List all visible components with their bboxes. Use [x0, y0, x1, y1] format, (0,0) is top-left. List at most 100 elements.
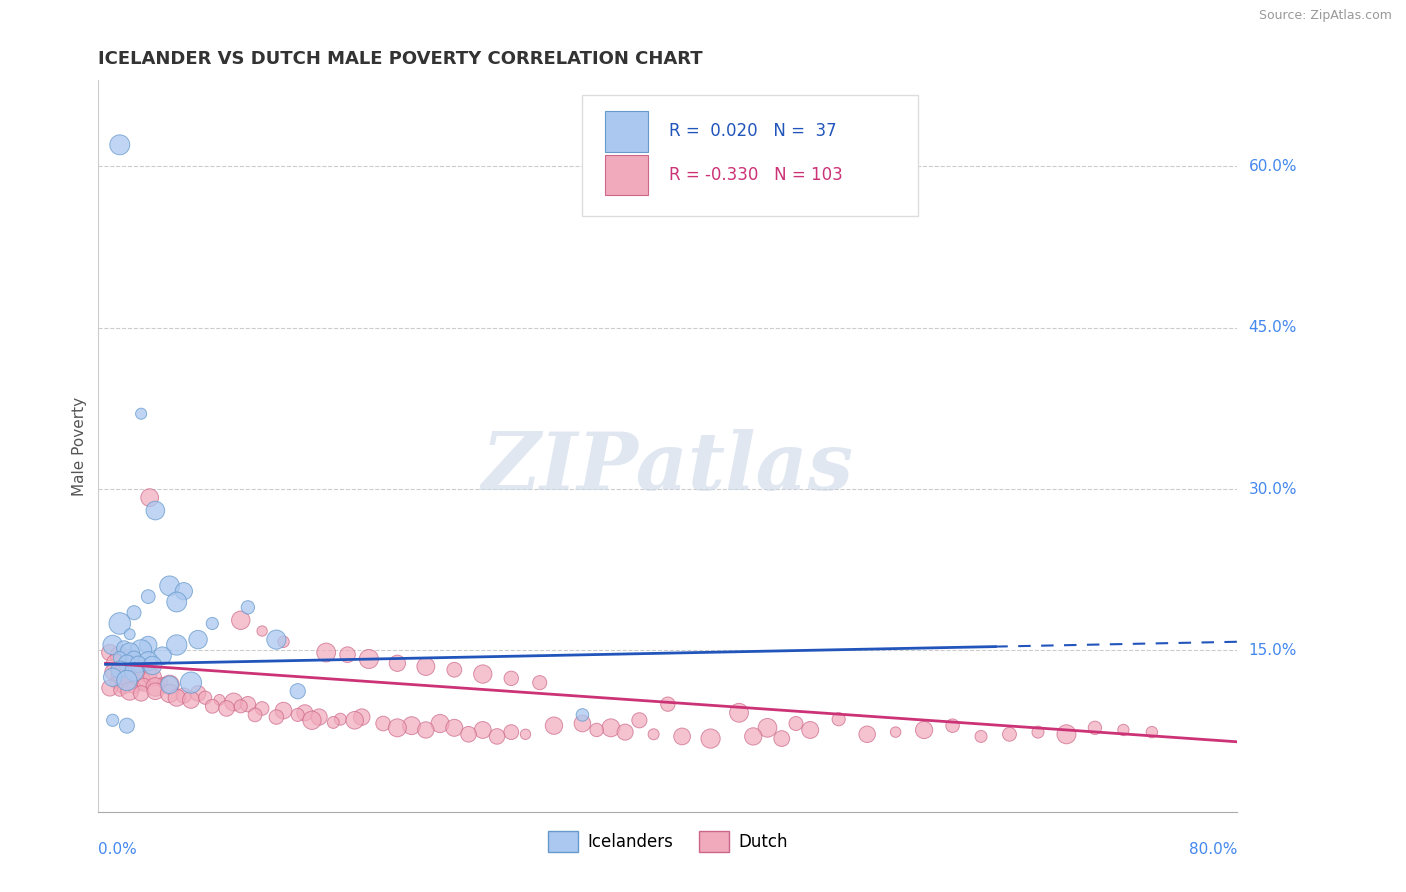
Point [187, 686, 209, 700]
Point [187, 632, 209, 647]
Point [250, 624, 273, 638]
Point [294, 706, 316, 720]
Legend: Icelanders, Dutch: Icelanders, Dutch [541, 824, 794, 858]
Point [728, 706, 751, 720]
Point [742, 730, 765, 744]
Point [229, 699, 252, 714]
Point [129, 643, 152, 657]
Text: 60.0%: 60.0% [1249, 159, 1296, 174]
Point [884, 725, 907, 739]
Point [122, 606, 145, 620]
Text: 15.0%: 15.0% [1249, 643, 1296, 658]
Point [122, 665, 145, 679]
FancyBboxPatch shape [605, 112, 648, 152]
Point [998, 727, 1021, 741]
Point [152, 675, 174, 690]
FancyBboxPatch shape [605, 155, 648, 195]
Point [136, 667, 159, 681]
Point [127, 665, 149, 679]
Point [129, 659, 152, 673]
Point [315, 646, 337, 660]
Point [443, 721, 465, 735]
Point [266, 710, 288, 724]
Point [236, 697, 259, 711]
Text: R = -0.330   N = 103: R = -0.330 N = 103 [669, 167, 842, 185]
Point [159, 686, 181, 700]
Text: ICELANDER VS DUTCH MALE POVERTY CORRELATION CHART: ICELANDER VS DUTCH MALE POVERTY CORRELAT… [98, 50, 703, 68]
Point [108, 651, 131, 665]
Point [145, 503, 167, 517]
Point [1084, 721, 1107, 735]
Point [159, 678, 181, 692]
Point [101, 638, 124, 652]
Point [373, 716, 395, 731]
Point [942, 719, 965, 733]
Point [98, 681, 121, 695]
Point [628, 714, 651, 728]
Point [201, 616, 224, 631]
Point [104, 675, 127, 690]
Point [136, 590, 159, 604]
Point [301, 714, 323, 728]
Point [166, 595, 188, 609]
Point [322, 715, 344, 730]
Point [287, 684, 309, 698]
Point [229, 613, 252, 627]
Point [104, 657, 127, 671]
Point [501, 671, 523, 685]
Text: 45.0%: 45.0% [1249, 320, 1296, 335]
Point [571, 707, 593, 722]
Point [415, 723, 437, 737]
Point [970, 730, 993, 744]
Point [457, 727, 479, 741]
Point [912, 723, 935, 737]
Point [101, 714, 124, 728]
Point [115, 669, 138, 683]
Point [1026, 725, 1049, 739]
Point [273, 704, 295, 718]
Point [243, 707, 266, 722]
Point [222, 695, 245, 709]
Point [486, 730, 509, 744]
Point [287, 707, 309, 722]
Point [112, 641, 135, 656]
Point [600, 721, 623, 735]
Point [108, 663, 131, 677]
Point [387, 657, 409, 671]
Point [387, 721, 409, 735]
Point [129, 673, 152, 688]
Point [115, 719, 138, 733]
Text: 30.0%: 30.0% [1249, 482, 1296, 497]
Point [145, 680, 167, 694]
Point [101, 670, 124, 684]
Point [129, 407, 152, 421]
Point [166, 690, 188, 705]
Point [132, 678, 155, 692]
Point [118, 684, 141, 698]
Point [657, 697, 679, 711]
Point [799, 723, 821, 737]
Point [101, 665, 124, 679]
Point [571, 716, 593, 731]
Point [671, 730, 693, 744]
Point [180, 693, 202, 707]
Point [471, 667, 494, 681]
Point [129, 686, 152, 700]
Point [308, 710, 330, 724]
Point [643, 727, 665, 741]
Point [173, 689, 195, 703]
Point [115, 657, 138, 671]
Text: ZIPatlas: ZIPatlas [482, 429, 853, 507]
Point [1056, 727, 1078, 741]
Point [699, 731, 721, 746]
Point [112, 678, 135, 692]
Point [529, 675, 551, 690]
Point [501, 725, 523, 739]
Point [118, 627, 141, 641]
Point [856, 727, 879, 741]
Text: Source: ZipAtlas.com: Source: ZipAtlas.com [1258, 9, 1392, 22]
Point [108, 648, 131, 663]
Point [215, 701, 238, 715]
Point [350, 710, 373, 724]
Point [343, 714, 366, 728]
